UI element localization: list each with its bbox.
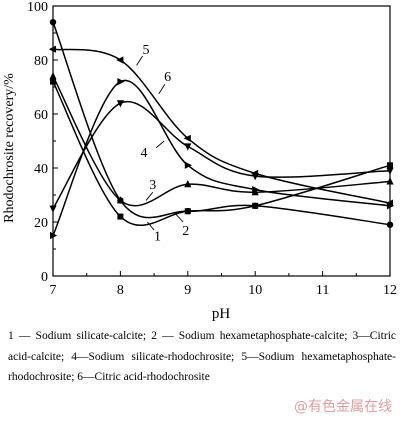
curve-labels: 1 2 3 4 56 (136, 43, 189, 245)
x-axis-label: pH (212, 306, 231, 322)
y-tick-label: 20 (34, 216, 48, 231)
legend: 1 — Sodium silicate-calcite; 2 — Sodium … (8, 326, 396, 388)
y-tick-label: 40 (34, 162, 48, 177)
series-6 (50, 78, 395, 240)
series-4-point (386, 167, 394, 175)
watermark: @有色金属在线 (294, 399, 392, 415)
series-2 (50, 78, 393, 227)
axes (52, 5, 391, 277)
series-2-point (184, 208, 191, 215)
series-6-point (252, 186, 260, 194)
x-tick-label: 8 (117, 283, 124, 298)
y-tick-label: 100 (27, 0, 48, 15)
series-2-point (50, 78, 56, 85)
series-4 (49, 100, 394, 213)
series-3-line (52, 75, 391, 207)
legend-text: 1 — Sodium silicate-calcite; 2 — Sodium … (8, 330, 396, 383)
series-4-point (116, 100, 124, 108)
curve-label-leader (145, 192, 154, 201)
series-4-point (49, 205, 57, 213)
series-4-point (184, 143, 192, 151)
curve-label-leader (147, 221, 155, 231)
y-axis-label: Rhodochrosite recovery/% (2, 73, 17, 223)
curve-label-2: 2 (182, 224, 189, 239)
curve-label-3: 3 (149, 178, 156, 193)
curve-label-leader (173, 212, 184, 223)
series-5-point (48, 45, 56, 53)
series-3-point (251, 188, 259, 196)
x-tick-label: 12 (383, 283, 397, 298)
series-2-point (252, 202, 259, 209)
series-2-point (387, 162, 393, 169)
series-5-point (116, 56, 124, 64)
series-3-point (49, 72, 57, 80)
series-1-point (386, 221, 394, 228)
x-tick-label: 7 (50, 283, 57, 298)
y-tick-label: 60 (34, 108, 48, 123)
series-3-point (184, 180, 192, 188)
plot-frame (52, 5, 391, 277)
series-group (48, 19, 395, 240)
curve-label-leader (155, 140, 165, 149)
y-tick-label: 0 (41, 270, 48, 285)
series-2-point (117, 213, 124, 220)
x-tick-label: 9 (184, 283, 191, 298)
curve-label-leader (136, 55, 144, 66)
series-5-point (183, 134, 191, 142)
y-tick-label: 80 (34, 54, 48, 69)
curve-label-5: 5 (143, 43, 150, 58)
curve-label-1: 1 (154, 230, 161, 245)
curve-label-leader (158, 84, 166, 94)
series-6-point (387, 202, 395, 210)
series-3-point (116, 196, 124, 204)
x-tick-label: 11 (316, 283, 329, 298)
series-6-line (52, 79, 391, 236)
series-6-point (184, 161, 192, 169)
series-3-point (386, 177, 394, 185)
series-3 (49, 72, 394, 207)
series-1-point (49, 19, 57, 26)
series-5-point (251, 169, 259, 177)
curve-label-4: 4 (140, 146, 147, 161)
x-tick-label: 10 (248, 283, 262, 298)
curve-label-6: 6 (164, 70, 171, 85)
series-6-point (50, 231, 58, 240)
series-6-point (117, 78, 125, 86)
